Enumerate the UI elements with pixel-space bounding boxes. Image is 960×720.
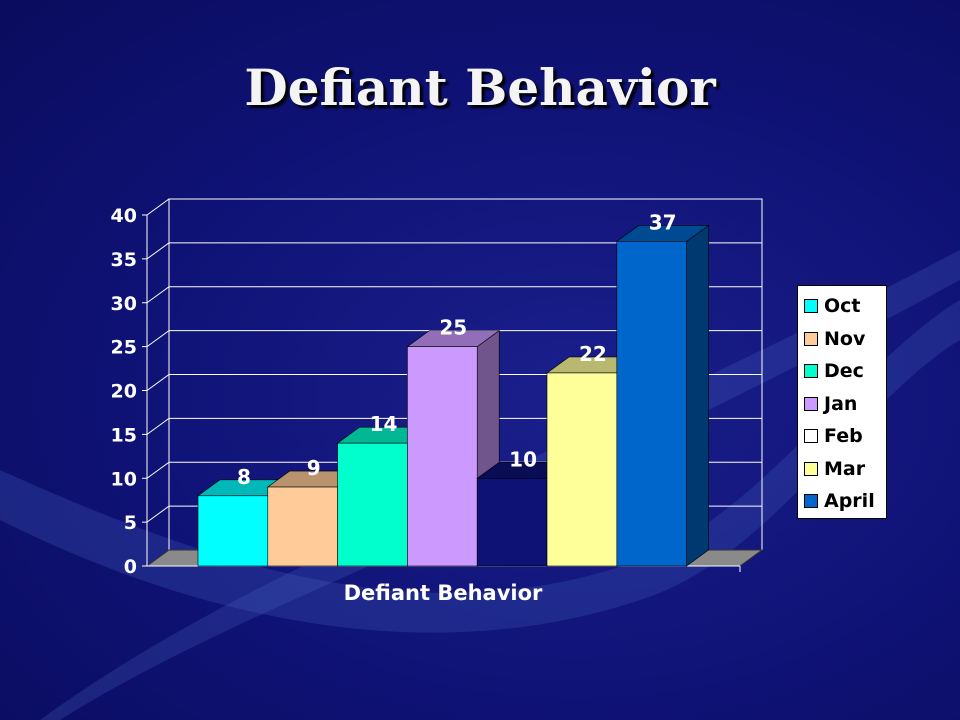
legend-label: Feb	[824, 425, 863, 448]
bar-front	[407, 346, 478, 567]
bar-front	[337, 442, 408, 567]
legend-item: April	[804, 485, 880, 518]
legend-label: Dec	[824, 360, 864, 383]
legend-item: Oct	[804, 290, 880, 323]
y-tick-label: 20	[111, 381, 137, 403]
legend: Oct Nov Dec Jan Feb Mar April	[797, 285, 887, 519]
data-label: 37	[649, 210, 677, 234]
y-tick-label: 5	[124, 512, 137, 534]
y-tick-label: 40	[111, 205, 137, 227]
legend-label: April	[824, 490, 875, 513]
data-label: 9	[307, 456, 321, 480]
bar-front	[267, 486, 338, 567]
y-tick-label: 15	[111, 424, 137, 446]
legend-item: Dec	[804, 355, 880, 388]
data-label: 25	[439, 316, 467, 340]
legend-swatch	[804, 364, 818, 379]
legend-swatch	[804, 461, 818, 476]
gridline	[146, 198, 762, 216]
legend-swatch	[804, 396, 818, 411]
legend-label: Jan	[824, 392, 858, 415]
legend-item: Feb	[804, 420, 880, 453]
bar-front	[546, 372, 618, 567]
bar-front	[476, 477, 548, 567]
bar-side	[686, 224, 709, 567]
legend-label: Mar	[824, 457, 866, 480]
y-tick-label: 35	[111, 249, 137, 271]
legend-swatch	[804, 429, 818, 444]
y-tick-label: 10	[111, 468, 137, 490]
data-label: 10	[509, 447, 537, 471]
data-label: 14	[370, 412, 398, 436]
y-tick-label: 25	[111, 337, 137, 359]
x-axis-label: Defiant Behavior	[344, 581, 543, 605]
gridline	[146, 330, 762, 348]
y-tick-label: 30	[111, 293, 137, 315]
legend-swatch	[804, 331, 818, 346]
legend-item: Mar	[804, 453, 880, 486]
legend-item: Jan	[804, 388, 880, 421]
data-label: 22	[579, 342, 607, 366]
bar-front	[616, 241, 687, 567]
legend-swatch	[804, 299, 818, 314]
legend-item: Nov	[804, 323, 880, 356]
page-title: Defiant Behavior	[244, 58, 716, 117]
bar-front	[197, 495, 269, 567]
bar-april	[615, 224, 710, 567]
legend-label: Nov	[824, 327, 866, 350]
legend-label: Oct	[824, 295, 861, 318]
gridline	[146, 286, 762, 304]
legend-swatch	[804, 494, 818, 509]
y-tick-label: 0	[124, 556, 137, 578]
data-label: 8	[237, 465, 251, 489]
gridline	[146, 242, 762, 260]
